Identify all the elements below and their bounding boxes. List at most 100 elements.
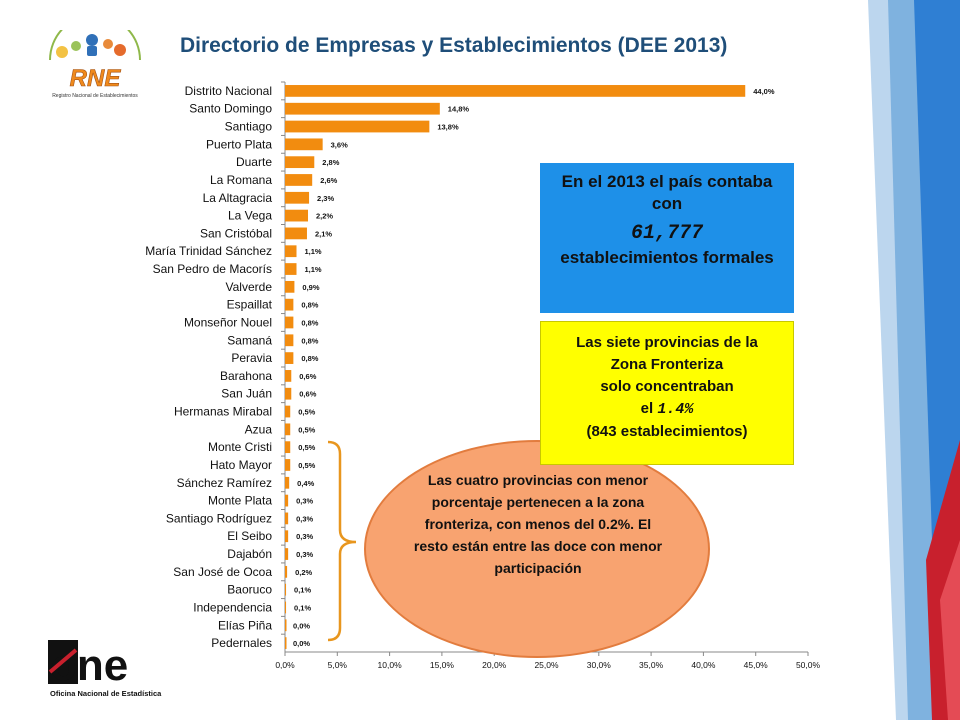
bar <box>285 565 288 578</box>
total-intro-text: En el 2013 el país contaba con <box>561 172 773 213</box>
bar <box>285 102 440 115</box>
data-label: 0,4% <box>297 479 314 488</box>
rne-logo-text: RNE <box>70 65 122 92</box>
bar <box>285 334 294 347</box>
bar <box>285 138 323 151</box>
bar <box>285 298 294 311</box>
data-label: 0,1% <box>294 586 311 595</box>
border-zone-line2: Zona Fronteriza <box>610 356 724 373</box>
rne-logo-subtitle: Registro Nacional de Establecimientos <box>52 93 138 99</box>
one-logo-text: one <box>50 641 128 690</box>
data-label: 0,0% <box>293 639 310 648</box>
data-label: 14,8% <box>448 105 470 114</box>
one-logo: one Oficina Nacional de Estadística <box>48 640 162 698</box>
category-label: Espaillat <box>227 298 273 312</box>
x-tick-label: 45,0% <box>744 660 769 670</box>
bar <box>285 459 291 471</box>
bar-chart: 0,0% 5,0% 10,0% 15,0% 20,0% 25,0% 30,0% 35,0% 40… <box>145 81 821 670</box>
category-label: Hermanas Mirabal <box>174 405 272 419</box>
category-label: Santiago <box>225 120 273 134</box>
bar <box>285 476 290 489</box>
category-label: San Juán <box>221 387 272 401</box>
factory-icon <box>71 41 81 51</box>
bar <box>285 530 289 543</box>
bracket <box>327 440 357 642</box>
x-tick-label: 40,0% <box>691 660 716 670</box>
category-label: Distrito Nacional <box>185 84 272 98</box>
bar <box>285 209 309 222</box>
border-zone-line4: el 1.4% <box>541 398 793 421</box>
bar <box>285 601 287 614</box>
category-label: Valverde <box>226 280 273 294</box>
data-label: 3,6% <box>331 140 348 149</box>
category-label: Puerto Plata <box>206 137 272 151</box>
category-label: Santiago Rodríguez <box>166 511 272 525</box>
data-label: 1,1% <box>305 265 322 274</box>
data-label: 0,8% <box>301 336 318 345</box>
cart-icon <box>114 44 126 56</box>
bar <box>285 387 292 400</box>
bar <box>285 245 297 258</box>
category-label: Hato Mayor <box>210 458 272 472</box>
rne-logo: RNE Registro Nacional de Establecimiento… <box>49 30 141 99</box>
one-logo-subtitle: Oficina Nacional de Estadística <box>50 689 162 698</box>
bar <box>285 316 294 329</box>
category-label: Barahona <box>220 369 272 383</box>
x-tick-label: 0,0% <box>275 660 295 670</box>
data-label: 0,6% <box>299 372 316 381</box>
category-label: El Seibo <box>227 529 272 543</box>
category-label: Baoruco <box>227 583 272 597</box>
x-tick-label: 50,0% <box>796 660 821 670</box>
x-tick-label: 10,0% <box>378 660 403 670</box>
decorative-side-strip <box>868 0 960 720</box>
bar <box>285 352 294 364</box>
x-tick-label: 15,0% <box>430 660 455 670</box>
x-tick-label: 35,0% <box>639 660 664 670</box>
data-label: 0,2% <box>295 568 312 577</box>
data-label: 0,3% <box>296 514 313 523</box>
category-label: La Romana <box>210 173 272 187</box>
category-label: San José de Ocoa <box>173 565 272 579</box>
bar <box>285 85 746 97</box>
page-title: Directorio de Empresas y Establecimiento… <box>180 34 728 57</box>
data-label: 2,8% <box>322 158 339 167</box>
total-establishments-number: 61,777 <box>630 222 703 245</box>
bar <box>285 280 295 293</box>
category-label: Sánchez Ramírez <box>177 476 272 490</box>
data-label: 0,3% <box>296 550 313 559</box>
bar <box>285 583 287 596</box>
category-label: Independencia <box>193 600 272 614</box>
border-zone-box: Las siete provincias de la Zona Fronteri… <box>540 321 794 465</box>
bar <box>285 120 430 133</box>
x-tick-label: 5,0% <box>328 660 348 670</box>
bar <box>285 227 307 240</box>
category-label: Dajabón <box>227 547 272 561</box>
data-label: 0,0% <box>293 621 310 630</box>
category-label: Santo Domingo <box>189 102 272 116</box>
data-label: 0,5% <box>298 408 315 417</box>
category-label: Monseñor Nouel <box>184 315 272 329</box>
data-label: 0,5% <box>298 461 315 470</box>
bar <box>285 512 289 525</box>
data-label: 44,0% <box>753 87 775 96</box>
border-zone-line5: (843 establecimientos) <box>586 423 748 440</box>
data-label: 0,9% <box>302 283 319 292</box>
data-label: 1,1% <box>305 247 322 256</box>
bar <box>285 191 310 204</box>
category-label: Azua <box>245 422 273 436</box>
data-label: 0,1% <box>294 603 311 612</box>
data-label: 2,1% <box>315 229 332 238</box>
store-icon <box>56 46 68 58</box>
category-label: Samaná <box>227 333 272 347</box>
border-zone-prefix: el <box>640 400 658 417</box>
bar <box>285 156 315 169</box>
category-label: San Cristóbal <box>200 226 272 240</box>
category-label: La Vega <box>228 209 272 223</box>
data-label: 0,5% <box>298 443 315 452</box>
x-tick-label: 25,0% <box>534 660 559 670</box>
border-zone-line3: solo concentraban <box>600 378 734 395</box>
data-label: 0,8% <box>301 301 318 310</box>
data-label: 0,8% <box>301 354 318 363</box>
data-label: 0,6% <box>299 390 316 399</box>
border-zone-line1: Las siete provincias de la <box>576 334 758 351</box>
